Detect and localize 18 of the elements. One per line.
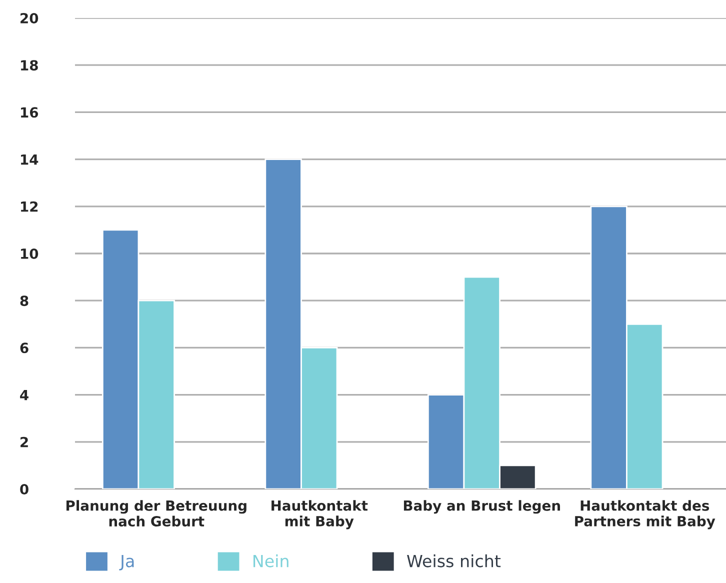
x-tick-label: Hautkontakt des Partners mit Baby (575, 500, 716, 530)
y-tick-label: 2 (20, 436, 28, 448)
y-tick-label: 6 (20, 342, 28, 354)
legend-label: Ja (119, 554, 134, 570)
legend-label: Nein (254, 554, 288, 568)
y-tick-label: 0 (20, 484, 28, 494)
y-tick-label: 20 (20, 12, 38, 24)
x-tick-label: Planung der Betreuung nach Geburt (66, 500, 246, 527)
legend-label: Weiss nicht (407, 554, 501, 568)
y-tick-label: 14 (21, 154, 38, 165)
y-tick-label: 4 (20, 390, 28, 400)
y-tick-label: 16 (21, 107, 38, 118)
y-tick-label: 18 (21, 60, 38, 71)
x-tick-label: Hautkontakt mit Baby (272, 500, 368, 530)
y-tick-label: 12 (21, 201, 38, 212)
y-tick-label: 10 (21, 248, 38, 259)
x-tick-label: Baby an Brust legen (404, 500, 560, 514)
y-tick-label: 8 (20, 296, 28, 306)
